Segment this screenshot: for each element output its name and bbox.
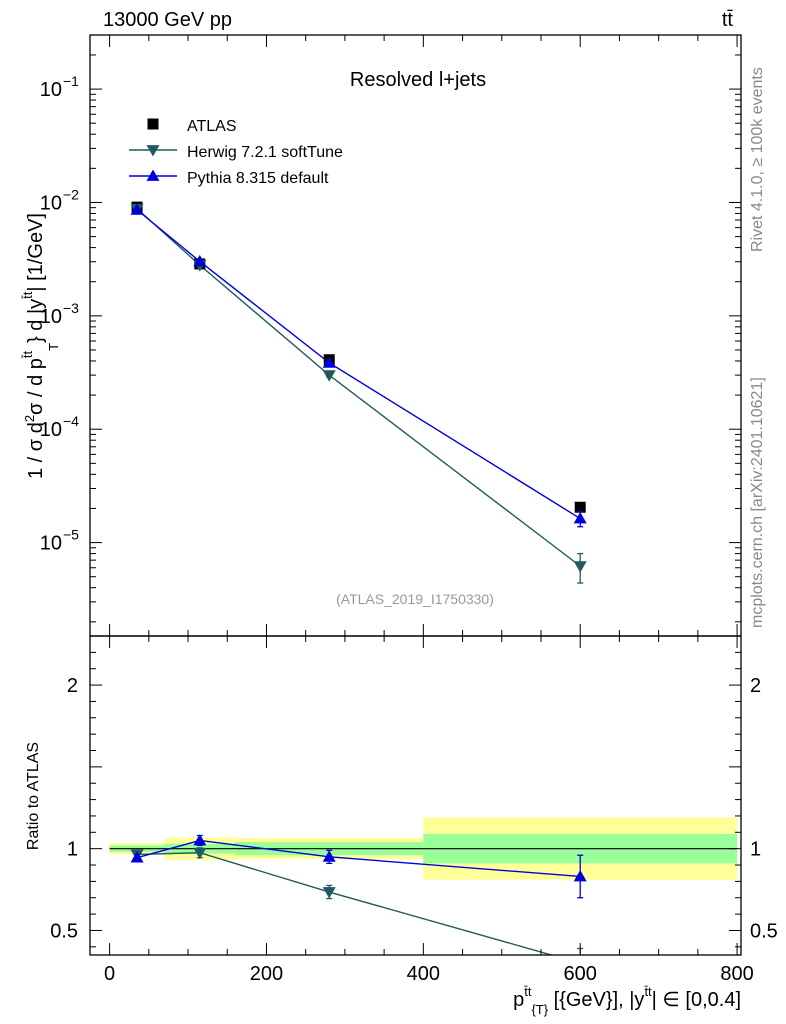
herwig-ratio-point <box>193 847 207 860</box>
ratio-y-tick-label-right: 2 <box>750 675 761 697</box>
y-tick-exponent: −5 <box>63 527 79 543</box>
x-axis-label: pt̄t{T} [{GeV}], |yt̄t| ∈ [0,0.4] <box>513 984 741 1017</box>
y-tick-label: 10 <box>40 79 62 101</box>
legend-marker <box>146 169 160 181</box>
pythia-data-point <box>193 254 207 267</box>
ratio-plot-panel: 0.5 0.5 1 1 2 2 0 200 400 600 800 Ratio to ATLAS pt̄… <box>25 635 778 1017</box>
pythia-data-point <box>130 203 144 215</box>
plot-title: Resolved l+jets <box>350 69 486 91</box>
ratio-y-tick-label-right: 0.5 <box>750 920 778 942</box>
ratio-series <box>130 833 587 955</box>
herwig-data-point <box>322 370 336 382</box>
pythia-ratio-point <box>573 869 587 882</box>
main-series <box>130 201 587 584</box>
ratio-line-herwig <box>137 852 554 955</box>
legend-marker <box>147 118 159 130</box>
main-x-ticks <box>109 35 738 636</box>
pythia-data-point <box>573 512 587 524</box>
mcplots-label: mcplots.cern.ch [arXiv:2401.10621] <box>749 377 766 628</box>
herwig-ratio-point <box>322 887 336 899</box>
rivet-label: Rivet 4.1.0, ≥ 100k events <box>749 67 766 252</box>
pythia-ratio-point <box>193 833 207 846</box>
x-tick-label: 200 <box>250 963 283 985</box>
x-tick-label: 800 <box>720 963 753 985</box>
ratio-y-tick-label: 2 <box>67 675 78 697</box>
series-line-herwig <box>136 208 581 567</box>
legend-marker <box>146 145 160 157</box>
main-y-axis: 10−110−210−310−410−5 <box>40 54 741 623</box>
y-tick-exponent: −1 <box>63 73 79 89</box>
ratio-x-axis: 0 200 400 600 800 <box>104 636 754 985</box>
y-tick-exponent: −3 <box>63 300 79 316</box>
y-tick-label: 10 <box>40 419 62 441</box>
legend: ATLAS Herwig 7.2.1 softTune Pythia 8.315 d… <box>129 118 343 187</box>
x-tick-label: 600 <box>564 963 597 985</box>
ratio-y-tick-label: 0.5 <box>50 920 78 942</box>
x-tick-label: 0 <box>104 963 115 985</box>
ratio-line-pythia <box>136 839 581 878</box>
series-line-pythia <box>136 209 581 520</box>
y-tick-exponent: −2 <box>63 186 79 202</box>
ratio-y-tick-label-right: 1 <box>750 839 761 861</box>
pythia-ratio-point <box>130 851 144 863</box>
y-tick-label: 10 <box>40 192 62 214</box>
header-right-label: tt̄ <box>722 9 734 31</box>
ratio-y-axis-label: Ratio to ATLAS <box>25 742 42 850</box>
legend-label: Pythia 8.315 default <box>187 170 329 187</box>
y-axis-label: 1 / σ d2σ / d pt̄tT} d |yt̄t| [1/GeV] <box>20 213 61 479</box>
atlas-data-point <box>574 501 586 513</box>
legend-label: ATLAS <box>187 118 237 135</box>
legend-label: Herwig 7.2.1 softTune <box>187 144 343 161</box>
pythia-data-point <box>322 356 336 368</box>
y-tick-exponent: −4 <box>63 413 79 429</box>
herwig-data-point <box>573 561 587 573</box>
pythia-ratio-point <box>322 850 336 862</box>
ratio-frame <box>89 635 742 956</box>
y-tick-label: 10 <box>40 306 62 328</box>
x-tick-label: 400 <box>407 963 440 985</box>
y-tick-label: 10 <box>40 533 62 555</box>
header-left-label: 13000 GeV pp <box>103 9 232 31</box>
ratio-y-tick-label: 1 <box>67 839 78 861</box>
analysis-watermark: (ATLAS_2019_I1750330) <box>336 591 494 607</box>
ratio-y-axis: 0.5 0.5 1 1 2 2 <box>50 635 778 948</box>
